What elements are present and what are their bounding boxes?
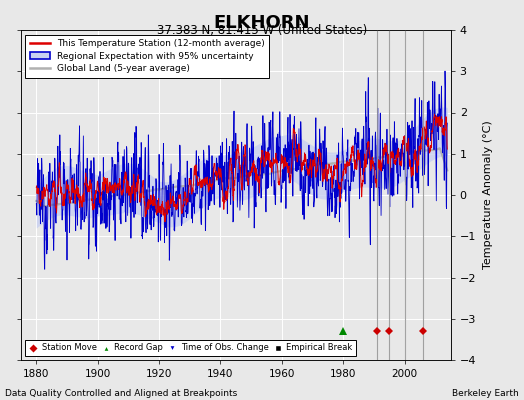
- Text: Berkeley Earth: Berkeley Earth: [452, 389, 519, 398]
- Text: Data Quality Controlled and Aligned at Breakpoints: Data Quality Controlled and Aligned at B…: [5, 389, 237, 398]
- Text: 37.383 N, 81.415 W (United States): 37.383 N, 81.415 W (United States): [157, 24, 367, 37]
- Text: ELKHORN: ELKHORN: [214, 14, 310, 32]
- Y-axis label: Temperature Anomaly (°C): Temperature Anomaly (°C): [483, 121, 493, 269]
- Legend: Station Move, Record Gap, Time of Obs. Change, Empirical Break: Station Move, Record Gap, Time of Obs. C…: [25, 340, 356, 356]
